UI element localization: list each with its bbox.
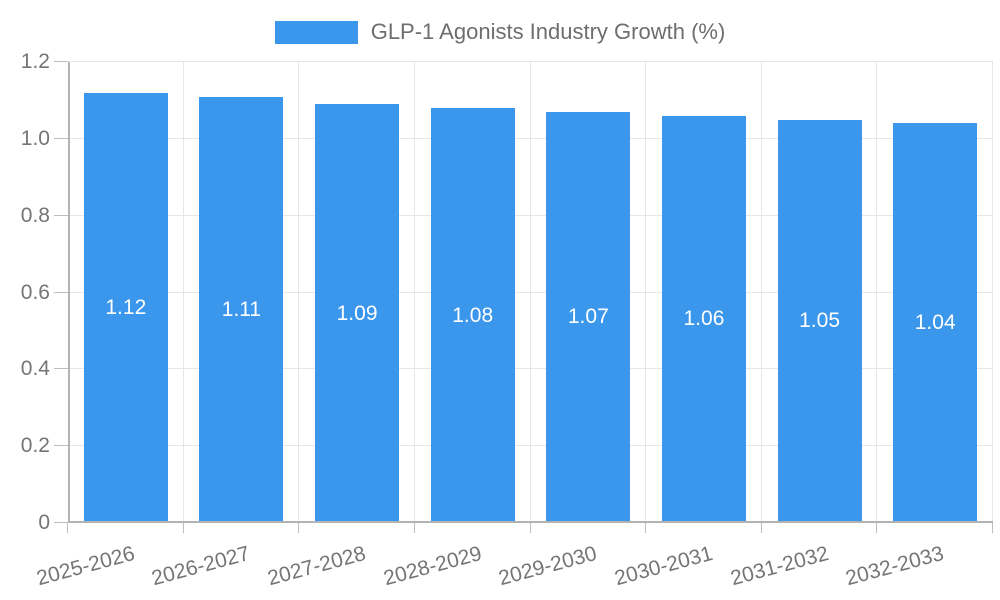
bar[interactable]: 1.09 — [315, 104, 400, 523]
gridline-h — [68, 61, 993, 62]
bar[interactable]: 1.05 — [777, 119, 862, 523]
bar[interactable]: 1.08 — [430, 108, 515, 523]
x-tick — [876, 523, 878, 533]
bar-value-label: 1.11 — [221, 297, 262, 321]
y-axis-line — [68, 62, 70, 523]
bar[interactable]: 1.07 — [546, 111, 631, 523]
x-tick — [67, 523, 68, 533]
gridline-h — [68, 214, 993, 216]
gridline-h — [68, 445, 993, 447]
gridline-v — [992, 62, 993, 523]
x-tick — [760, 523, 762, 533]
legend[interactable]: GLP-1 Agonists Industry Growth (%) — [0, 19, 1000, 45]
bar[interactable]: 1.11 — [199, 96, 284, 523]
gridline-v — [298, 62, 300, 523]
legend-label: GLP-1 Agonists Industry Growth (%) — [370, 19, 726, 44]
gridline-v — [413, 62, 415, 523]
bar-value-label: 1.05 — [799, 309, 840, 333]
bar[interactable]: 1.06 — [661, 115, 746, 523]
y-tick — [54, 445, 68, 447]
x-tick — [413, 523, 415, 533]
x-tick — [529, 523, 531, 533]
gridline-v — [182, 62, 184, 523]
y-axis-label: 0.8 — [20, 203, 50, 227]
gridline-v — [760, 62, 762, 523]
gridline-v — [645, 62, 647, 523]
y-axis-label: 0.4 — [20, 357, 50, 381]
bar-value-label: 1.06 — [683, 307, 725, 331]
y-tick — [54, 368, 68, 370]
bar-value-label: 1.12 — [105, 295, 147, 319]
legend-swatch — [274, 20, 358, 44]
gridline-h — [68, 368, 993, 370]
y-axis-label: 0 — [38, 511, 50, 534]
x-tick — [182, 523, 184, 533]
bar[interactable]: 1.04 — [893, 123, 978, 523]
y-axis-label: 1.0 — [20, 126, 50, 150]
gridline-v — [876, 62, 878, 523]
y-axis-label: 1.2 — [20, 50, 50, 73]
bar-value-label: 1.09 — [336, 301, 378, 325]
y-tick — [54, 61, 68, 62]
y-tick — [54, 137, 68, 139]
x-tick — [298, 523, 300, 533]
bar-value-label: 1.08 — [452, 303, 494, 327]
x-tick — [645, 523, 647, 533]
y-axis-label: 0.2 — [20, 434, 50, 458]
gridline-v — [529, 62, 531, 523]
y-tick — [54, 522, 68, 523]
gridline-h — [68, 291, 993, 293]
gridline-h — [68, 137, 993, 139]
bar[interactable]: 1.12 — [83, 92, 168, 523]
y-tick — [54, 214, 68, 216]
bar-value-label: 1.07 — [567, 305, 609, 329]
y-axis-label: 0.6 — [20, 280, 50, 304]
x-axis-baseline — [68, 521, 993, 523]
bar-value-label: 1.04 — [914, 311, 956, 335]
y-tick — [54, 291, 68, 293]
x-tick — [992, 523, 993, 533]
